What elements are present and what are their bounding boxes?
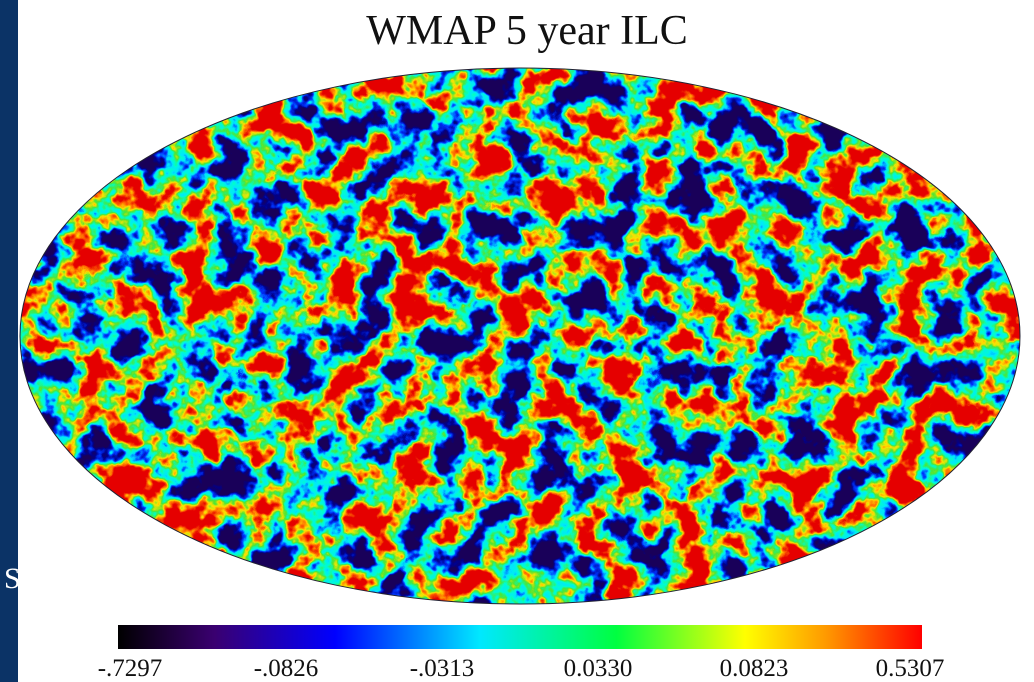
map-title: WMAP 5 year ILC <box>366 8 688 54</box>
colorbar <box>118 625 922 649</box>
colorbar-label: 0.5307 <box>876 655 945 682</box>
colorbar-label: -.0826 <box>254 655 319 682</box>
colorbar-label: -.0313 <box>410 655 475 682</box>
colorbar-labels: -.7297 -.0826 -.0313 0.0330 0.0823 0.5307 <box>98 655 945 682</box>
colorbar-label: 0.0330 <box>564 655 633 682</box>
map-outline <box>19 67 1021 605</box>
cmb-field <box>20 68 1020 604</box>
colorbar-label: -.7297 <box>98 655 163 682</box>
colorbar-label: 0.0823 <box>720 655 789 682</box>
edge-text: S <box>4 562 21 595</box>
sky-map <box>20 68 1020 604</box>
